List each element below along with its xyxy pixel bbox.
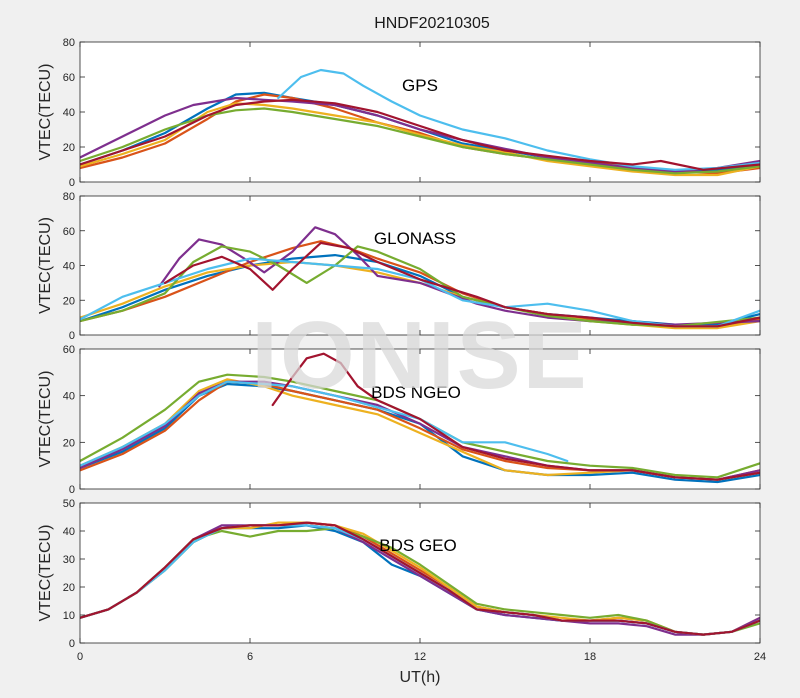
panel-1-label: GLONASS [374, 229, 456, 248]
panel-1-ytick-label: 60 [63, 226, 75, 238]
panel-1-series-line-6 [163, 241, 760, 328]
panel-0: 0 20 40 60 80 VTEC(TECU) GPS [37, 37, 761, 189]
panel-1-ytick-label: 80 [63, 191, 75, 203]
x-axis-label: UT(h) [400, 669, 441, 686]
panel-1-ytick-label: 0 [69, 330, 75, 342]
panel-0-ylabel: VTEC(TECU) [37, 64, 54, 161]
panel-0-ytick-label: 80 [63, 37, 75, 49]
panel-1: 0 20 40 60 80 VTEC(TECU) GLONASS [37, 191, 761, 342]
x-tick-label: 6 [247, 651, 253, 663]
panel-0-plot-area [80, 42, 760, 182]
panel-3-ytick-label: 20 [63, 582, 75, 594]
panel-3-label: BDS GEO [379, 536, 456, 555]
x-tick-label: 12 [414, 651, 426, 663]
panel-0-ytick-label: 0 [69, 177, 75, 189]
watermark: IONISE [251, 302, 588, 409]
panel-2-ytick-label: 40 [63, 391, 75, 403]
panel-2-label: BDS NGEO [371, 383, 461, 402]
panel-0-series [80, 68, 760, 177]
panel-1-ytick-label: 40 [63, 261, 75, 273]
panel-1-series [80, 226, 760, 330]
panel-0-series-line-5 [277, 68, 760, 171]
panel-2-ytick-label: 20 [63, 437, 75, 449]
panel-2-series [80, 352, 760, 484]
panel-3-ytick-label: 40 [63, 526, 75, 538]
panel-1-series-line-4 [80, 245, 760, 328]
panel-3-ytick-label: 30 [63, 554, 75, 566]
x-tick-label: 18 [584, 651, 596, 663]
panel-2: 0 20 40 60 VTEC(TECU) BDS NGEO [37, 344, 761, 496]
chart-title: HNDF20210305 [374, 15, 490, 32]
panel-0-ytick-label: 60 [63, 72, 75, 84]
panel-3-ytick-label: 0 [69, 638, 75, 650]
panel-3-ytick-label: 50 [63, 498, 75, 510]
panel-3-ylabel: VTEC(TECU) [37, 525, 54, 622]
panel-2-ylabel: VTEC(TECU) [37, 371, 54, 468]
x-tick-label: 0 [77, 651, 83, 663]
panel-0-label: GPS [402, 76, 438, 95]
panel-0-ytick-label: 20 [63, 142, 75, 154]
panel-1-ytick-label: 20 [63, 295, 75, 307]
panel-1-ylabel: VTEC(TECU) [37, 217, 54, 314]
x-tick-label: 24 [754, 651, 766, 663]
panel-2-ytick-label: 60 [63, 344, 75, 356]
panel-0-series-line-2 [80, 102, 760, 177]
panel-3-ytick-label: 10 [63, 610, 75, 622]
panel-3: 0 10 20 30 40 50 0 6 12 18 24 VTEC(TECU) BDS GEO [37, 498, 766, 663]
panel-3-series [80, 521, 760, 636]
panel-3-series-line-6 [80, 521, 760, 636]
panel-0-series-line-6 [80, 98, 760, 171]
panel-1-series-line-3 [158, 226, 760, 326]
panel-2-series-line-5 [80, 380, 569, 467]
panel-0-series-line-3 [80, 96, 760, 173]
panel-2-series-line-6 [271, 352, 760, 481]
panel-2-ytick-label: 0 [69, 484, 75, 496]
panel-0-ytick-label: 40 [63, 107, 75, 119]
